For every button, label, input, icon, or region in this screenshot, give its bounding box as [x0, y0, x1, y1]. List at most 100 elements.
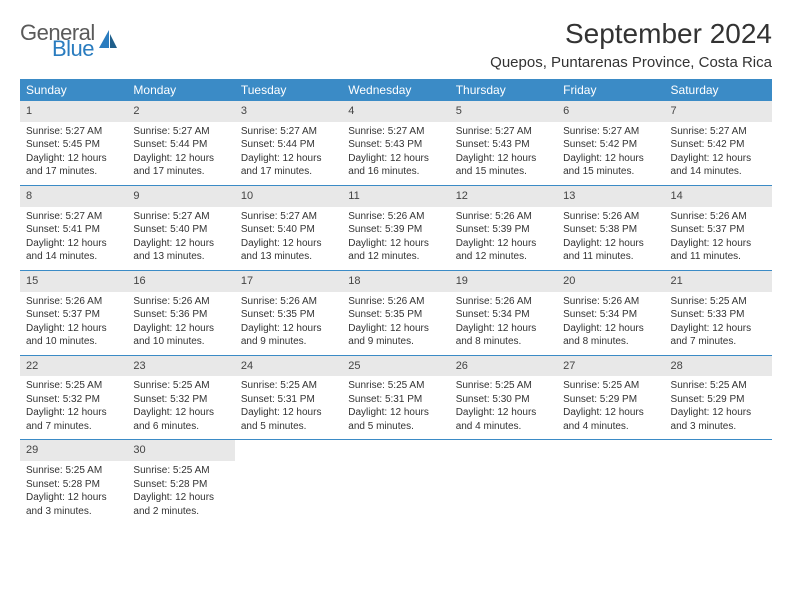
sunset-text: Sunset: 5:40 PM — [133, 223, 228, 237]
sunset-text: Sunset: 5:34 PM — [456, 308, 551, 322]
sunrise-text: Sunrise: 5:25 AM — [563, 379, 658, 393]
sunrise-text: Sunrise: 5:25 AM — [241, 379, 336, 393]
sun-info: Sunrise: 5:25 AMSunset: 5:29 PMDaylight:… — [557, 379, 664, 433]
day-cell: 2Sunrise: 5:27 AMSunset: 5:44 PMDaylight… — [127, 101, 234, 185]
sunrise-text: Sunrise: 5:27 AM — [26, 125, 121, 139]
location-subtitle: Quepos, Puntarenas Province, Costa Rica — [490, 54, 772, 71]
day-number: 19 — [450, 271, 557, 292]
sunset-text: Sunset: 5:35 PM — [348, 308, 443, 322]
sunrise-text: Sunrise: 5:26 AM — [348, 210, 443, 224]
day-header: Tuesday — [235, 79, 342, 101]
day-number: 16 — [127, 271, 234, 292]
empty-cell — [557, 440, 664, 524]
sunset-text: Sunset: 5:36 PM — [133, 308, 228, 322]
logo: General Blue — [20, 22, 119, 60]
week-row: 8Sunrise: 5:27 AMSunset: 5:41 PMDaylight… — [20, 186, 772, 271]
daylight-text: Daylight: 12 hours and 13 minutes. — [241, 237, 336, 264]
daylight-text: Daylight: 12 hours and 16 minutes. — [348, 152, 443, 179]
sunset-text: Sunset: 5:37 PM — [26, 308, 121, 322]
week-row: 15Sunrise: 5:26 AMSunset: 5:37 PMDayligh… — [20, 271, 772, 356]
sun-info: Sunrise: 5:27 AMSunset: 5:43 PMDaylight:… — [342, 125, 449, 179]
sunrise-text: Sunrise: 5:25 AM — [456, 379, 551, 393]
week-row: 1Sunrise: 5:27 AMSunset: 5:45 PMDaylight… — [20, 101, 772, 186]
day-number: 17 — [235, 271, 342, 292]
daylight-text: Daylight: 12 hours and 17 minutes. — [241, 152, 336, 179]
sunrise-text: Sunrise: 5:26 AM — [456, 295, 551, 309]
logo-line2: Blue — [52, 38, 95, 60]
day-cell: 29Sunrise: 5:25 AMSunset: 5:28 PMDayligh… — [20, 440, 127, 524]
sunset-text: Sunset: 5:34 PM — [563, 308, 658, 322]
sunrise-text: Sunrise: 5:26 AM — [456, 210, 551, 224]
day-cell: 13Sunrise: 5:26 AMSunset: 5:38 PMDayligh… — [557, 186, 664, 270]
sun-info: Sunrise: 5:25 AMSunset: 5:32 PMDaylight:… — [20, 379, 127, 433]
day-cell: 23Sunrise: 5:25 AMSunset: 5:32 PMDayligh… — [127, 356, 234, 440]
day-number: 20 — [557, 271, 664, 292]
sunset-text: Sunset: 5:39 PM — [348, 223, 443, 237]
day-number: 12 — [450, 186, 557, 207]
day-cell: 8Sunrise: 5:27 AMSunset: 5:41 PMDaylight… — [20, 186, 127, 270]
daylight-text: Daylight: 12 hours and 6 minutes. — [133, 406, 228, 433]
day-cell: 11Sunrise: 5:26 AMSunset: 5:39 PMDayligh… — [342, 186, 449, 270]
day-number: 24 — [235, 356, 342, 377]
daylight-text: Daylight: 12 hours and 8 minutes. — [563, 322, 658, 349]
sunrise-text: Sunrise: 5:26 AM — [133, 295, 228, 309]
day-cell: 6Sunrise: 5:27 AMSunset: 5:42 PMDaylight… — [557, 101, 664, 185]
day-cell: 21Sunrise: 5:25 AMSunset: 5:33 PMDayligh… — [665, 271, 772, 355]
sun-info: Sunrise: 5:25 AMSunset: 5:28 PMDaylight:… — [20, 464, 127, 518]
sunset-text: Sunset: 5:35 PM — [241, 308, 336, 322]
day-cell: 30Sunrise: 5:25 AMSunset: 5:28 PMDayligh… — [127, 440, 234, 524]
weeks-container: 1Sunrise: 5:27 AMSunset: 5:45 PMDaylight… — [20, 101, 772, 524]
day-number: 13 — [557, 186, 664, 207]
sunset-text: Sunset: 5:28 PM — [26, 478, 121, 492]
daylight-text: Daylight: 12 hours and 17 minutes. — [133, 152, 228, 179]
day-number: 8 — [20, 186, 127, 207]
empty-cell — [342, 440, 449, 524]
day-header: Monday — [127, 79, 234, 101]
day-cell: 7Sunrise: 5:27 AMSunset: 5:42 PMDaylight… — [665, 101, 772, 185]
sunrise-text: Sunrise: 5:26 AM — [563, 210, 658, 224]
sun-info: Sunrise: 5:26 AMSunset: 5:39 PMDaylight:… — [342, 210, 449, 264]
sun-info: Sunrise: 5:27 AMSunset: 5:44 PMDaylight:… — [235, 125, 342, 179]
daylight-text: Daylight: 12 hours and 3 minutes. — [671, 406, 766, 433]
sun-info: Sunrise: 5:26 AMSunset: 5:35 PMDaylight:… — [235, 295, 342, 349]
day-cell: 14Sunrise: 5:26 AMSunset: 5:37 PMDayligh… — [665, 186, 772, 270]
sunrise-text: Sunrise: 5:27 AM — [241, 125, 336, 139]
daylight-text: Daylight: 12 hours and 5 minutes. — [241, 406, 336, 433]
day-header: Sunday — [20, 79, 127, 101]
day-cell: 5Sunrise: 5:27 AMSunset: 5:43 PMDaylight… — [450, 101, 557, 185]
sunrise-text: Sunrise: 5:25 AM — [26, 379, 121, 393]
day-cell: 22Sunrise: 5:25 AMSunset: 5:32 PMDayligh… — [20, 356, 127, 440]
sunset-text: Sunset: 5:32 PM — [26, 393, 121, 407]
day-cell: 4Sunrise: 5:27 AMSunset: 5:43 PMDaylight… — [342, 101, 449, 185]
title-block: September 2024 Quepos, Puntarenas Provin… — [490, 18, 772, 71]
sunset-text: Sunset: 5:45 PM — [26, 138, 121, 152]
day-cell: 9Sunrise: 5:27 AMSunset: 5:40 PMDaylight… — [127, 186, 234, 270]
sun-info: Sunrise: 5:26 AMSunset: 5:36 PMDaylight:… — [127, 295, 234, 349]
sun-info: Sunrise: 5:25 AMSunset: 5:32 PMDaylight:… — [127, 379, 234, 433]
sunrise-text: Sunrise: 5:25 AM — [26, 464, 121, 478]
week-row: 29Sunrise: 5:25 AMSunset: 5:28 PMDayligh… — [20, 440, 772, 524]
day-number: 2 — [127, 101, 234, 122]
day-header: Wednesday — [342, 79, 449, 101]
sunset-text: Sunset: 5:31 PM — [348, 393, 443, 407]
sunset-text: Sunset: 5:38 PM — [563, 223, 658, 237]
sunrise-text: Sunrise: 5:26 AM — [348, 295, 443, 309]
logo-text: General Blue — [20, 22, 95, 60]
daylight-text: Daylight: 12 hours and 7 minutes. — [671, 322, 766, 349]
sun-info: Sunrise: 5:25 AMSunset: 5:31 PMDaylight:… — [235, 379, 342, 433]
day-cell: 15Sunrise: 5:26 AMSunset: 5:37 PMDayligh… — [20, 271, 127, 355]
day-number: 10 — [235, 186, 342, 207]
sunrise-text: Sunrise: 5:26 AM — [241, 295, 336, 309]
day-cell: 26Sunrise: 5:25 AMSunset: 5:30 PMDayligh… — [450, 356, 557, 440]
sunrise-text: Sunrise: 5:25 AM — [133, 379, 228, 393]
daylight-text: Daylight: 12 hours and 9 minutes. — [241, 322, 336, 349]
day-cell: 20Sunrise: 5:26 AMSunset: 5:34 PMDayligh… — [557, 271, 664, 355]
sun-info: Sunrise: 5:27 AMSunset: 5:42 PMDaylight:… — [557, 125, 664, 179]
sun-info: Sunrise: 5:26 AMSunset: 5:35 PMDaylight:… — [342, 295, 449, 349]
day-number: 9 — [127, 186, 234, 207]
sunset-text: Sunset: 5:43 PM — [456, 138, 551, 152]
sun-info: Sunrise: 5:26 AMSunset: 5:34 PMDaylight:… — [450, 295, 557, 349]
sunrise-text: Sunrise: 5:27 AM — [563, 125, 658, 139]
day-cell: 28Sunrise: 5:25 AMSunset: 5:29 PMDayligh… — [665, 356, 772, 440]
day-number: 18 — [342, 271, 449, 292]
